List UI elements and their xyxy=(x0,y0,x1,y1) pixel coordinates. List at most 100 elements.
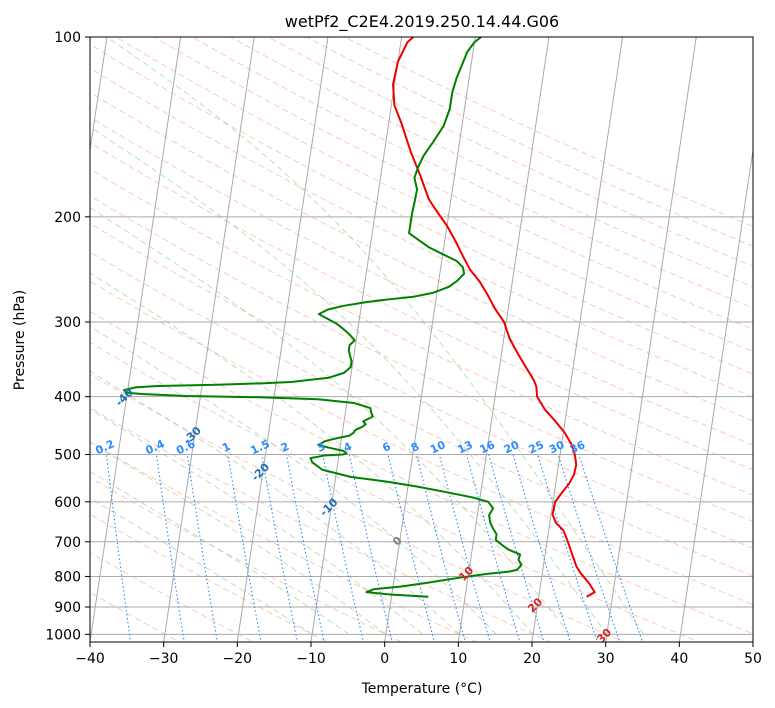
mixing-ratio-line xyxy=(322,454,364,642)
mixing-ratio-label: 30 xyxy=(547,438,567,456)
x-axis-label: Temperature (°C) xyxy=(361,681,483,697)
dewpoint-profile-line xyxy=(123,37,523,598)
moist-adiabat xyxy=(90,126,608,635)
isotherm xyxy=(310,37,403,642)
y-tick-label: 300 xyxy=(54,315,81,331)
mixing-ratio-line xyxy=(186,454,218,642)
mixing-ratio-label: 25 xyxy=(527,438,546,456)
y-tick-label: 500 xyxy=(54,448,81,464)
y-tick-label: 100 xyxy=(54,30,81,46)
mixing-ratio-label: 16 xyxy=(478,438,498,456)
dry-adiabat xyxy=(90,67,753,398)
x-tick-label: 20 xyxy=(523,651,541,667)
dry-adiabat xyxy=(90,142,753,471)
isotherm xyxy=(90,37,108,154)
moist-adiabat xyxy=(90,470,350,635)
mixing-ratio-label: 10 xyxy=(428,438,448,456)
mixing-ratio-label: 1 xyxy=(220,440,232,455)
isotherm-label: 30 xyxy=(594,626,614,646)
isotherm-label: -60 xyxy=(0,304,1,327)
isotherm xyxy=(457,37,550,642)
isotherm-label: 20 xyxy=(525,595,545,615)
x-tick-label: 0 xyxy=(380,651,389,667)
dry-adiabat xyxy=(90,251,753,577)
line-labels: 0.10.20.40.611.52346810131620253036-100-… xyxy=(0,304,614,646)
y-tick-label: 1000 xyxy=(45,627,81,643)
mixing-ratio-line xyxy=(105,454,132,642)
mixing-ratio-label: 13 xyxy=(456,438,475,456)
dry-adiabat xyxy=(90,222,753,549)
y-tick-label: 600 xyxy=(54,495,81,511)
mixing-ratio-line xyxy=(488,454,545,642)
x-tick-label: −20 xyxy=(223,651,253,667)
x-tick-label: 40 xyxy=(670,651,688,667)
y-tick-label: 200 xyxy=(54,210,81,226)
dry-adiabat xyxy=(90,341,701,642)
isotherm xyxy=(90,37,182,642)
mixing-ratio-line xyxy=(466,454,521,642)
dry-adiabat xyxy=(305,37,753,247)
mixing-ratio-label: 20 xyxy=(502,438,522,456)
x-tick-label: 10 xyxy=(449,651,467,667)
mixing-ratio-line xyxy=(512,454,572,642)
moist-adiabat xyxy=(90,325,497,635)
profile-layer xyxy=(123,37,596,598)
dry-adiabat xyxy=(90,407,552,642)
isotherm-label: -40 xyxy=(113,386,136,409)
mixing-ratio-label: 6 xyxy=(380,440,393,455)
dry-adiabat xyxy=(90,551,255,642)
dry-adiabat xyxy=(343,37,753,227)
mixing-ratio-line xyxy=(227,454,262,642)
dry-adiabat xyxy=(114,37,753,353)
isotherm-label: -50 xyxy=(45,346,68,369)
dry-adiabat xyxy=(90,195,753,522)
mixing-ratio-label: 2 xyxy=(279,440,291,455)
dry-adiabat xyxy=(90,373,626,642)
y-tick-label: 800 xyxy=(54,569,81,585)
x-tick-label: 30 xyxy=(597,651,615,667)
chart-title: wetPf2_C2E4.2019.250.14.44.G06 xyxy=(285,12,559,32)
isotherm xyxy=(236,37,329,642)
dry-adiabat xyxy=(90,280,753,606)
moist-adiabat xyxy=(90,272,534,635)
isotherm xyxy=(163,37,255,642)
mixing-ratio-line xyxy=(285,454,325,642)
x-tick-label: −10 xyxy=(296,651,326,667)
y-tick-label: 400 xyxy=(54,390,81,406)
y-tick-label: 700 xyxy=(54,535,81,551)
axis-ticks: −40 −30 −20 −10 0 10 20 30 40 5010020030040050060… xyxy=(45,30,762,667)
dry-adiabat xyxy=(90,43,753,375)
isotherm xyxy=(678,146,753,642)
background-lines xyxy=(90,37,753,642)
dry-adiabat xyxy=(90,310,753,635)
isotherm xyxy=(384,37,476,642)
isotherm-label: 10 xyxy=(456,564,476,584)
mixing-ratio-label: 36 xyxy=(568,438,588,456)
mixing-ratio-line xyxy=(387,454,435,642)
mixing-ratio-line xyxy=(537,454,599,642)
dry-adiabat xyxy=(90,441,478,642)
plot-frame xyxy=(89,36,754,643)
dry-adiabat xyxy=(229,37,753,288)
isotherm xyxy=(605,37,697,642)
isotherm-label: -20 xyxy=(249,460,272,483)
x-tick-label: −40 xyxy=(75,651,105,667)
x-tick-label: −30 xyxy=(149,651,179,667)
y-axis-label: Pressure (hPa) xyxy=(12,290,28,390)
dry-adiabat xyxy=(153,37,753,331)
mixing-ratio-line xyxy=(261,454,299,642)
moist-adiabat xyxy=(90,497,313,635)
mixing-ratio-line xyxy=(348,454,393,642)
dry-adiabat xyxy=(90,513,329,642)
dry-adiabat xyxy=(191,37,753,309)
y-tick-label: 900 xyxy=(54,600,81,616)
dry-adiabat xyxy=(90,116,753,446)
isotherm-label: -10 xyxy=(317,496,340,519)
isotherm-label: 0 xyxy=(390,534,405,549)
moist-adiabat xyxy=(106,37,645,635)
mixing-ratio-label: 4 xyxy=(342,440,355,455)
moist-adiabat xyxy=(90,207,571,635)
isotherm xyxy=(531,37,624,642)
